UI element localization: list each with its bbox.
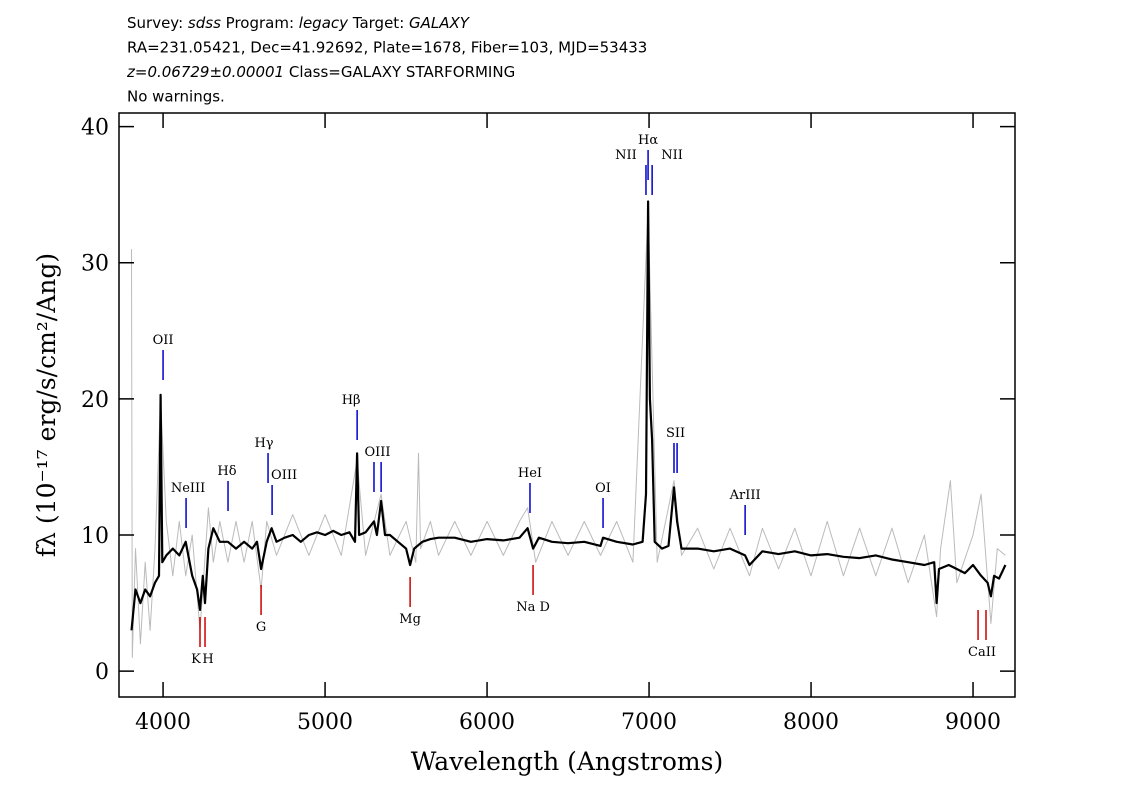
spectral-line-label: HeI: [518, 466, 542, 481]
header-text: Target:: [348, 14, 409, 32]
spectral-line-label: NII: [615, 148, 637, 163]
spectral-line-label: Mg: [399, 612, 421, 627]
spectral-line-label: NeIII: [171, 481, 205, 496]
x-tick-label: 4000: [135, 710, 191, 735]
spectral-line-label: Hδ: [217, 464, 236, 479]
x-tick-label: 6000: [459, 710, 515, 735]
spectral-line-label: OII: [153, 333, 174, 348]
y-tick-label: 40: [81, 116, 109, 141]
spectral-line-label: Na D: [516, 600, 550, 615]
spectral-line-label: H: [202, 652, 213, 667]
spectral-line-label: K: [191, 652, 201, 667]
header-text: sdss: [188, 14, 221, 32]
spectral-line-label: OIII: [271, 468, 297, 483]
y-axis-label: fλ (10⁻¹⁷ erg/s/cm²/Ang): [32, 253, 61, 557]
spectral-line-label: ArIII: [729, 488, 761, 503]
spectrum-line: [130, 200, 1007, 631]
plot-frame: [118, 112, 1016, 698]
spectral-line-label: G: [256, 620, 266, 635]
y-tick-label: 20: [81, 388, 109, 413]
header-line: z=0.06729±0.00001 Class=GALAXY STARFORMI…: [126, 63, 515, 81]
spectral-line-label: SII: [666, 426, 685, 441]
header-text: legacy: [299, 14, 349, 32]
header-text: Survey:: [127, 14, 188, 32]
spectral-line-label: NII: [661, 148, 683, 163]
y-tick-label: 30: [81, 252, 109, 277]
x-axis-label: Wavelength (Angstroms): [411, 747, 723, 776]
x-tick-label: 9000: [945, 710, 1001, 735]
header-line: RA=231.05421, Dec=41.92692, Plate=1678, …: [127, 39, 647, 57]
y-tick-label: 10: [81, 524, 109, 549]
header-text: GALAXY: [409, 14, 471, 32]
header-line: Survey: sdss Program: legacy Target: GAL…: [127, 14, 471, 32]
x-tick-label: 5000: [297, 710, 353, 735]
spectral-line-label: OIII: [365, 445, 391, 460]
spectral-line-label: Hα: [638, 133, 658, 148]
header-text: No warnings.: [127, 88, 225, 106]
header-text: Program:: [221, 14, 299, 32]
spectral-line-label: Hβ: [342, 393, 361, 408]
x-tick-label: 7000: [621, 710, 677, 735]
header-text: Class=GALAXY STARFORMING: [284, 63, 515, 81]
header-line: No warnings.: [127, 88, 225, 106]
y-tick-label: 0: [95, 660, 109, 685]
header-text: z=0.06729±0.00001: [126, 63, 284, 81]
spectral-line-label: OI: [595, 481, 611, 496]
spectral-line-label: CaII: [968, 645, 996, 660]
x-tick-label: 8000: [783, 710, 839, 735]
spectral-line-label: Hγ: [254, 436, 273, 451]
header-text: RA=231.05421, Dec=41.92692, Plate=1678, …: [127, 39, 647, 57]
